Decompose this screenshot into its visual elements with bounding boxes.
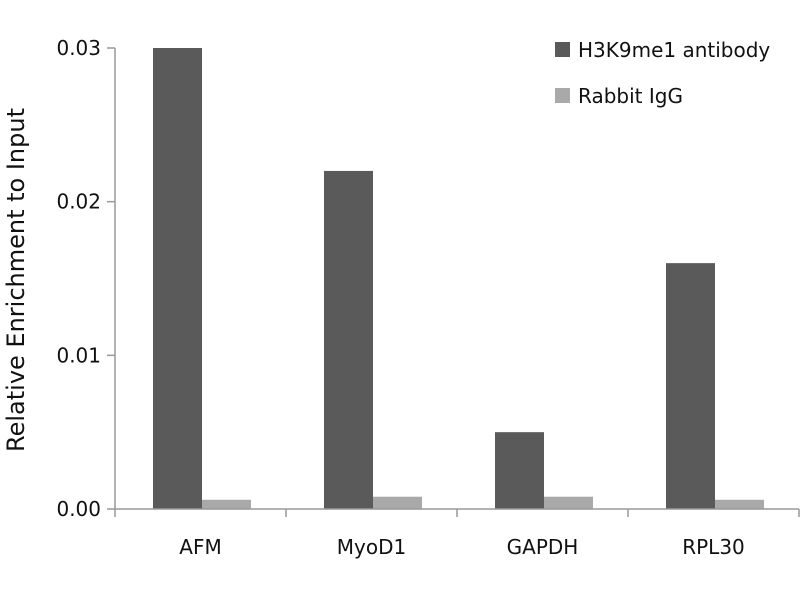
- x-tick-label: MyoD1: [337, 535, 406, 559]
- bar-rpl30-series-1: [666, 263, 715, 509]
- legend-label: H3K9me1 antibody: [578, 38, 770, 62]
- y-axis-label: Relative Enrichment to Input: [2, 108, 30, 452]
- y-tick-label: 0.01: [56, 343, 101, 367]
- y-tick-label: 0.03: [56, 36, 101, 60]
- bar-myod1-series-1: [324, 170, 373, 509]
- bar-myod1-series-2: [373, 496, 422, 509]
- legend-label: Rabbit IgG: [578, 84, 683, 108]
- bar-afm-series-2: [202, 499, 251, 509]
- y-tick-label: 0.00: [56, 497, 101, 521]
- bar-gapdh-series-2: [544, 496, 593, 509]
- x-tick-label: RPL30: [682, 535, 745, 559]
- legend-swatch: [555, 42, 570, 57]
- bar-rpl30-series-2: [715, 499, 764, 509]
- x-tick-label: GAPDH: [507, 535, 579, 559]
- legend-swatch: [555, 88, 570, 103]
- y-tick-label: 0.02: [56, 190, 101, 214]
- x-tick-label: AFM: [179, 535, 221, 559]
- bar-gapdh-series-1: [495, 432, 544, 509]
- bar-afm-series-1: [153, 48, 202, 509]
